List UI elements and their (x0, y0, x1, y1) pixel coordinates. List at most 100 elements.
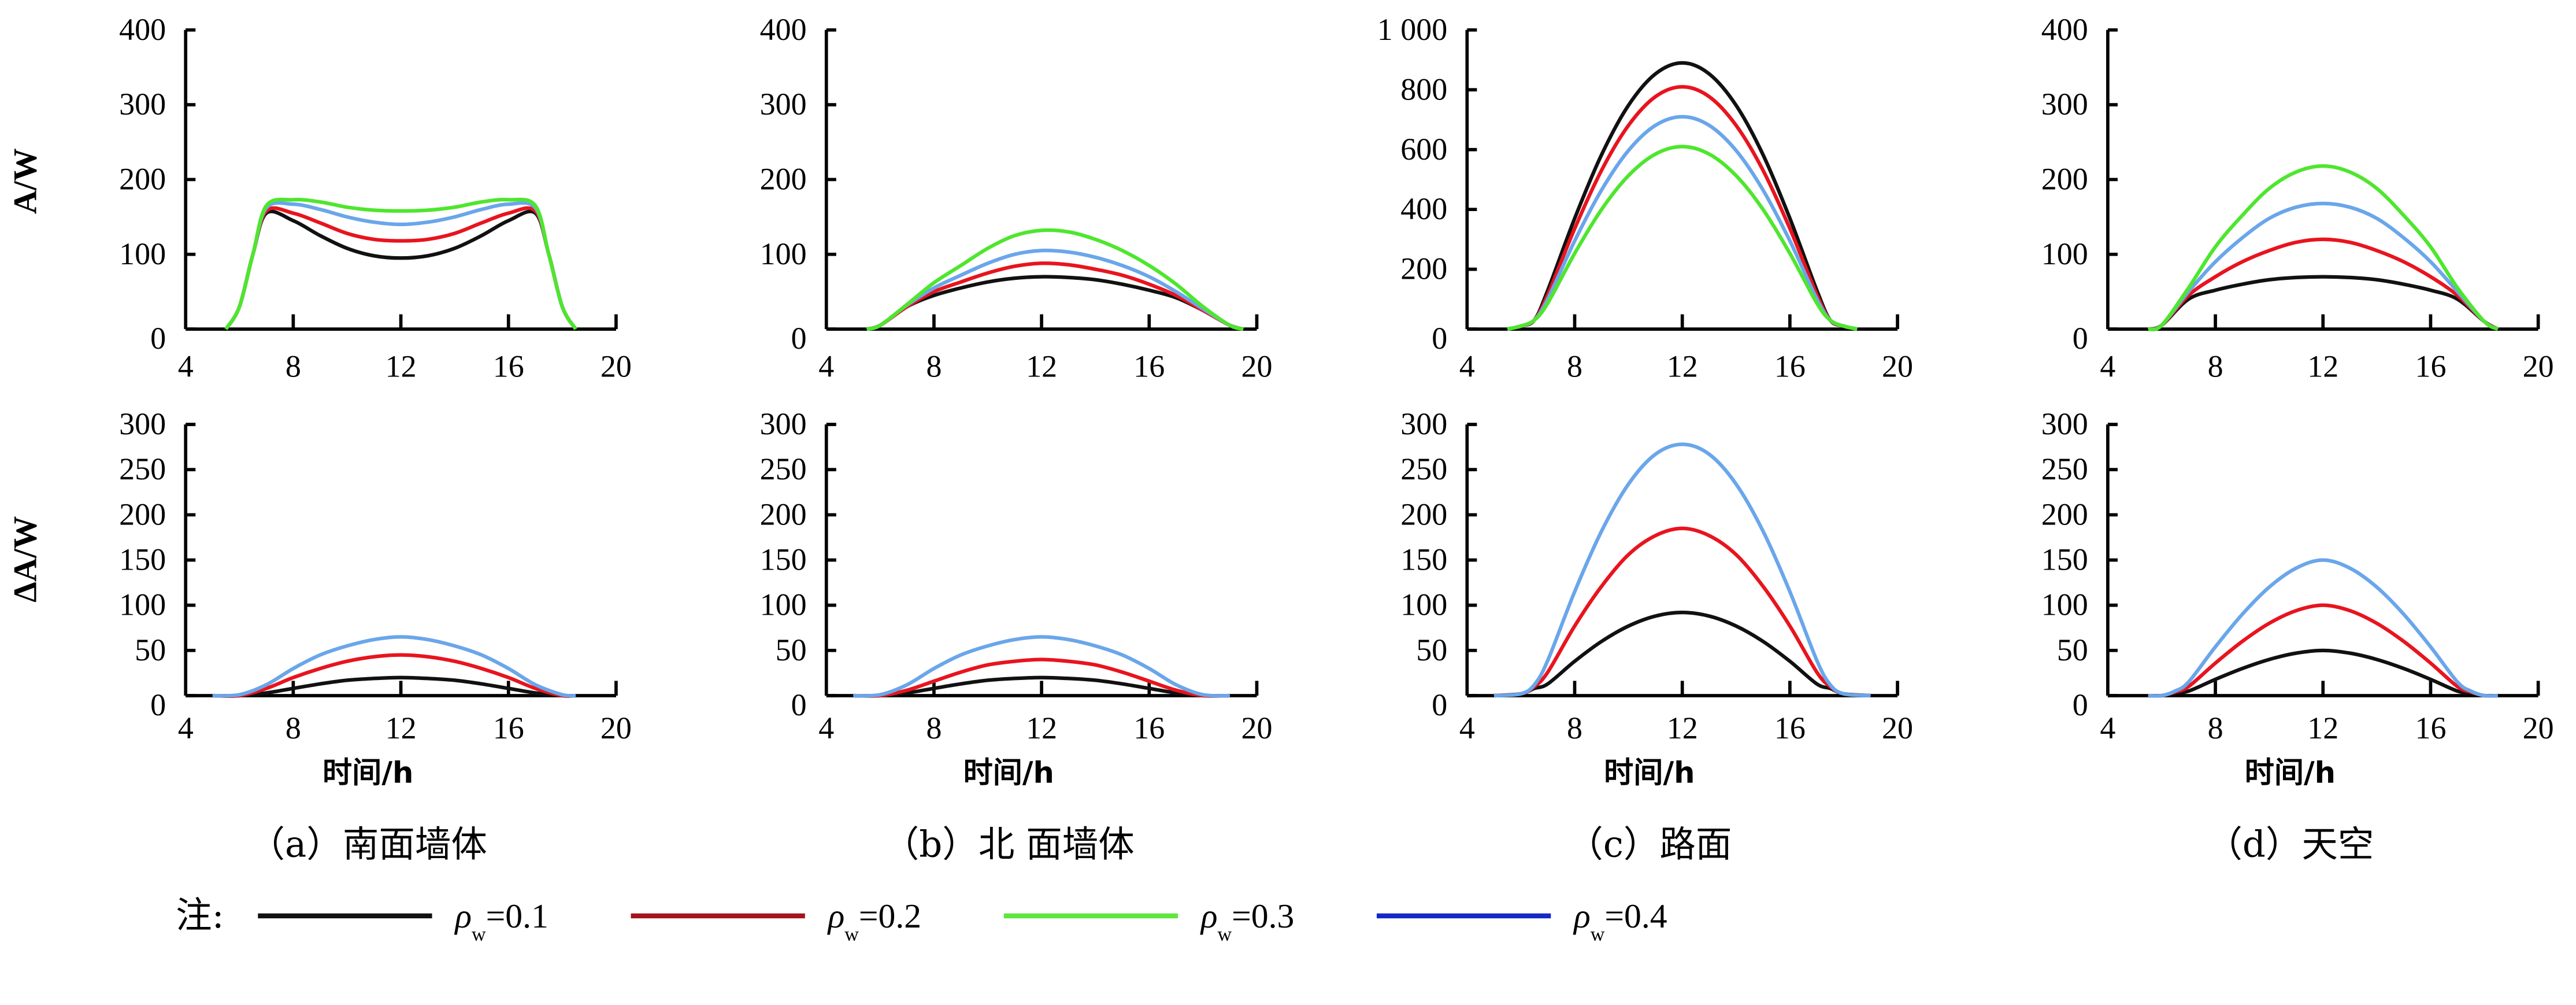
x-tick-label: 8 (1567, 349, 1582, 384)
series-line-rho-0.1 (212, 675, 576, 698)
x-tick-label: 20 (1882, 349, 1913, 384)
legend-symbol: ρ (827, 897, 845, 935)
legend-symbol: ρ (1200, 897, 1218, 935)
legend-subscript: w (844, 924, 859, 945)
panel-caption: （d）天空 (2206, 823, 2374, 866)
legend-label-4: ρw=0.4 (1573, 897, 1667, 945)
legend-symbol: ρ (1573, 897, 1591, 935)
y-tick-label: 0 (1432, 688, 1447, 722)
x-tick-label: 16 (1133, 711, 1165, 745)
y-tick-label: 200 (1400, 497, 1447, 531)
series-line-rho-0.2 (1493, 526, 1871, 698)
legend-label-1: ρw=0.1 (454, 897, 548, 945)
y-tick-label: 0 (791, 688, 807, 722)
x-tick-label: 8 (2208, 349, 2223, 384)
x-axis-label: 时间/h (1604, 756, 1695, 790)
series-line-rho-0.1 (1493, 611, 1871, 698)
series-line-rho-0.4 (224, 201, 577, 330)
x-tick-label: 20 (2523, 349, 2554, 384)
series-line-rho-0.3 (2147, 164, 2499, 332)
x-tick-label: 4 (818, 349, 834, 384)
y-tick-label: 400 (2041, 12, 2088, 47)
x-tick-label: 16 (493, 711, 524, 745)
x-tick-label: 20 (601, 349, 632, 384)
y-tick-label: 400 (1400, 191, 1447, 226)
legend-label-2: ρw=0.2 (827, 897, 922, 945)
y-tick-label: 100 (1400, 588, 1447, 622)
x-tick-label: 4 (818, 711, 834, 745)
top-plot: 0 100 200 300 400 4 8 12 16 20 (2041, 12, 2554, 384)
y-tick-label: 100 (119, 588, 166, 622)
legend: 注: ρw=0.1 ρw=0.2 ρw=0.3 ρw=0.4 (176, 894, 1667, 945)
y-tick-label: 400 (760, 12, 807, 47)
x-tick-label: 20 (1241, 711, 1272, 745)
panel-caption: （a）南面墙体 (249, 823, 487, 866)
x-tick-label: 12 (2307, 711, 2338, 745)
y-tick-label: 200 (2041, 497, 2088, 531)
y-tick-label: 0 (791, 321, 807, 356)
legend-subscript: w (1218, 924, 1232, 945)
x-tick-label: 12 (2307, 349, 2338, 384)
top-plot: 0 100 200 300 400 4 8 12 16 20 (119, 12, 632, 384)
series-line-rho-0.1 (1507, 61, 1858, 331)
series-line-rho-0.3 (1507, 145, 1858, 331)
x-tick-label: 20 (2523, 711, 2554, 745)
y-tick-label: 300 (760, 407, 807, 441)
x-tick-label: 12 (386, 349, 417, 384)
x-tick-label: 8 (286, 711, 301, 745)
top-plot: 0 200 400 600 800 1 000 4 8 12 16 20 (1377, 12, 1913, 384)
series-line-rho-0.4 (853, 635, 1230, 698)
bottom-plot: 0 50 100 150 200 250 300 4 8 12 16 20 (2041, 407, 2554, 745)
bottom-plot: 0 50 100 150 200 250 300 4 8 12 16 20 (119, 407, 632, 745)
y-tick-label: 100 (119, 237, 166, 271)
panel-caption: （b）北 面墙体 (883, 823, 1135, 866)
legend-symbol: ρ (454, 897, 472, 935)
y-tick-label: 300 (119, 407, 166, 441)
x-tick-label: 8 (286, 349, 301, 384)
y-tick-label: 300 (119, 87, 166, 121)
x-tick-label: 4 (1459, 711, 1475, 745)
y-tick-label: 400 (119, 12, 166, 47)
x-tick-label: 8 (2208, 711, 2223, 745)
y-tick-label: 150 (760, 542, 807, 577)
series-line-rho-0.1 (2148, 648, 2498, 698)
legend-value: =0.4 (1604, 897, 1667, 935)
series-line-rho-0.2 (866, 261, 1244, 331)
y-tick-label: 300 (760, 87, 807, 121)
x-tick-label: 8 (926, 349, 942, 384)
y-tick-label: 0 (150, 688, 166, 722)
series-line-rho-0.4 (866, 249, 1244, 331)
top-plot: 0 100 200 300 400 4 8 12 16 20 (760, 12, 1273, 384)
y-tick-label: 50 (135, 633, 166, 667)
y-tick-label: 300 (2041, 407, 2088, 441)
x-tick-label: 16 (1774, 711, 1806, 745)
series-line-rho-0.4 (212, 635, 576, 698)
y-tick-label: 200 (760, 162, 807, 197)
series-line-rho-0.3 (224, 197, 577, 330)
y-tick-label: 100 (2041, 588, 2088, 622)
x-tick-label: 20 (601, 711, 632, 745)
y-tick-label: 300 (2041, 87, 2088, 121)
y-tick-label: 1 000 (1377, 12, 1448, 47)
x-tick-label: 20 (1882, 711, 1913, 745)
y-tick-label: 200 (760, 497, 807, 531)
series-line-rho-0.2 (2147, 237, 2499, 331)
series-line-rho-0.1 (224, 209, 577, 330)
y-tick-label: 0 (2073, 321, 2088, 356)
series-line-rho-0.3 (866, 228, 1244, 331)
y-tick-label: 200 (119, 162, 166, 197)
series-line-rho-0.4 (1493, 442, 1871, 698)
panel-caption: （c）路面 (1567, 823, 1732, 866)
x-tick-label: 12 (1026, 349, 1057, 384)
y-tick-label: 200 (2041, 162, 2088, 197)
x-tick-label: 16 (1774, 349, 1806, 384)
series-line-rho-0.1 (853, 675, 1230, 698)
x-tick-label: 4 (1459, 349, 1475, 384)
y-tick-label: 100 (760, 237, 807, 271)
y-tick-label: 300 (1400, 407, 1447, 441)
x-axis-label: 时间/h (323, 756, 413, 790)
